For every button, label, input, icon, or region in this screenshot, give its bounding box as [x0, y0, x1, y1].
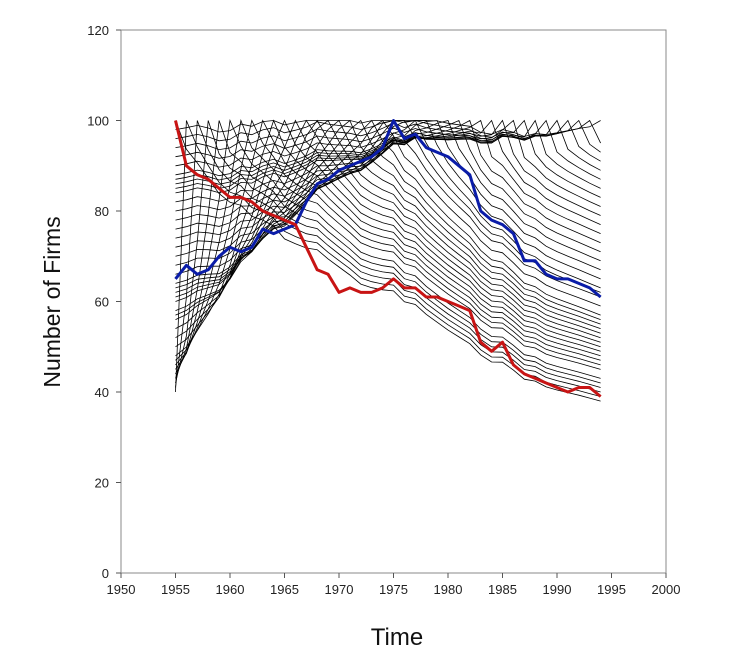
y-tick-label: 40	[95, 385, 109, 400]
background-series-line	[175, 119, 601, 216]
background-series-line	[175, 119, 601, 366]
background-series-line	[175, 120, 601, 384]
background-series-line	[175, 119, 601, 144]
background-series-line	[175, 119, 601, 329]
x-tick-label: 1980	[434, 582, 463, 597]
x-axis-title: Time	[371, 624, 423, 651]
background-series-group	[175, 119, 601, 402]
x-tick-label: 1990	[543, 582, 572, 597]
x-tick-label: 2000	[652, 582, 681, 597]
x-tick-label: 1995	[597, 582, 626, 597]
y-axis: 0 20 40 60 80 100 120	[87, 23, 121, 581]
y-axis-title: Number of Firms	[39, 216, 65, 387]
background-series-line	[175, 119, 601, 244]
background-series-line	[175, 119, 601, 198]
background-series-line	[175, 119, 601, 189]
x-tick-label: 1965	[270, 582, 299, 597]
y-tick-label: 120	[87, 23, 109, 38]
x-tick-label: 1955	[161, 582, 190, 597]
x-tick-label: 1960	[216, 582, 245, 597]
background-series-line	[175, 119, 601, 370]
highlight-series-group	[174, 119, 602, 398]
background-series-line	[175, 119, 601, 225]
background-series-line	[175, 119, 601, 207]
background-series-line	[175, 120, 601, 388]
y-tick-label: 60	[95, 295, 109, 310]
red-series-line	[174, 120, 602, 398]
background-series-line	[175, 119, 601, 379]
x-tick-label: 1950	[107, 582, 136, 597]
background-series-line	[175, 120, 601, 280]
background-series-line	[175, 119, 601, 357]
x-axis: 1950 1955 1960 1965 1970 1975 1980 1985 1990 1995…	[107, 573, 681, 597]
x-tick-label: 1985	[488, 582, 517, 597]
blue-series-line	[174, 119, 602, 299]
y-tick-label: 80	[95, 204, 109, 219]
plot-area	[120, 29, 667, 574]
background-series-line	[175, 120, 601, 137]
background-series-line	[175, 119, 601, 352]
background-series-line	[175, 119, 601, 307]
y-tick-label: 20	[95, 476, 109, 491]
background-series-line	[175, 119, 601, 361]
y-tick-label: 0	[102, 566, 109, 581]
background-series-line	[175, 119, 601, 348]
x-tick-label: 1970	[325, 582, 354, 597]
y-tick-label: 100	[87, 114, 109, 129]
background-series-line	[175, 119, 601, 153]
background-series-line	[175, 120, 601, 393]
x-tick-label: 1975	[379, 582, 408, 597]
